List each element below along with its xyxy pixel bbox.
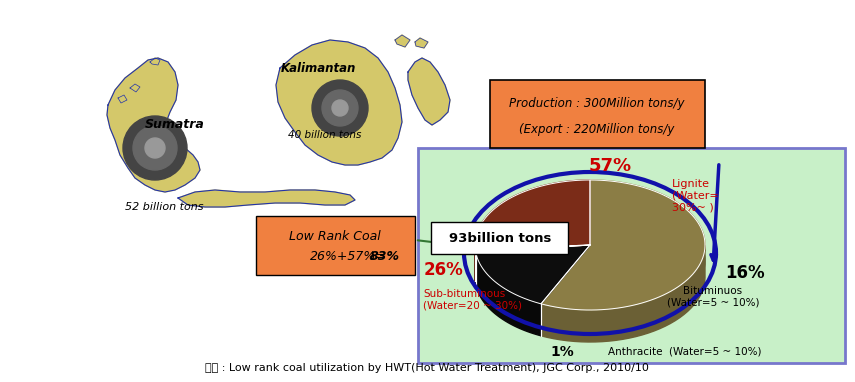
Text: 출처 : Low rank coal utilization by HWT(Hot Water Treatment), JGC Corp., 2010/10: 출처 : Low rank coal utilization by HWT(Ho… [205,363,649,373]
Polygon shape [476,245,590,304]
Circle shape [133,126,177,170]
Text: 83%: 83% [370,249,400,262]
Text: Sub-bituminous
(Water=20 ~ 30%): Sub-bituminous (Water=20 ~ 30%) [423,289,522,311]
Polygon shape [118,95,127,103]
Text: 52 billion tons: 52 billion tons [125,202,203,212]
Polygon shape [541,246,705,342]
Text: Production : 300Million tons/y: Production : 300Million tons/y [510,97,685,110]
Text: Sumatra: Sumatra [145,118,205,131]
Text: 26%: 26% [423,261,463,279]
Text: 40 billion tons: 40 billion tons [288,130,362,140]
Circle shape [145,138,165,158]
FancyBboxPatch shape [490,80,705,148]
Text: 57%: 57% [588,157,632,175]
Polygon shape [475,245,590,253]
FancyBboxPatch shape [418,148,845,363]
Polygon shape [476,253,541,336]
Polygon shape [395,35,410,47]
Text: 1%: 1% [550,345,574,359]
Text: Lignite
(Water=
30%~ ): Lignite (Water= 30%~ ) [672,180,719,213]
Polygon shape [107,58,200,192]
Polygon shape [541,180,705,310]
Text: Bituminuos
(Water=5 ~ 10%): Bituminuos (Water=5 ~ 10%) [667,286,759,308]
Polygon shape [130,84,140,92]
Ellipse shape [475,196,705,326]
Polygon shape [408,58,450,125]
FancyBboxPatch shape [431,222,568,254]
Circle shape [312,80,368,136]
Circle shape [123,116,187,180]
Text: 93billion tons: 93billion tons [449,231,551,244]
Text: 26%+57%=: 26%+57%= [310,249,386,262]
Text: Anthracite  (Water=5 ~ 10%): Anthracite (Water=5 ~ 10%) [608,347,762,357]
Polygon shape [475,180,590,249]
Polygon shape [150,58,160,65]
FancyBboxPatch shape [256,216,415,275]
Text: Kalimantan: Kalimantan [280,62,356,75]
Polygon shape [178,190,355,207]
Circle shape [322,90,358,126]
Text: (Export : 220Million tons/y: (Export : 220Million tons/y [519,123,675,136]
Polygon shape [276,40,402,165]
Text: Low Rank Coal: Low Rank Coal [289,230,380,243]
Circle shape [332,100,348,116]
Polygon shape [415,38,428,48]
Text: 16%: 16% [725,264,765,282]
